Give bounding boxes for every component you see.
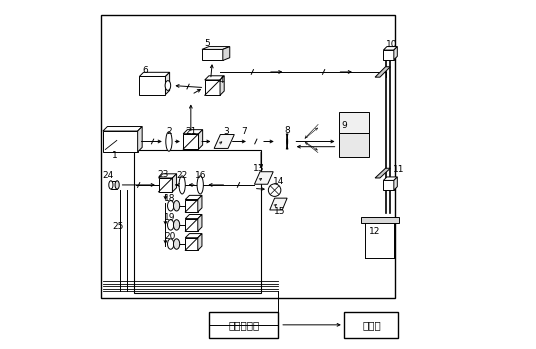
Text: 1: 1 bbox=[112, 151, 118, 160]
Polygon shape bbox=[185, 195, 202, 200]
Bar bbox=[103, 131, 138, 152]
Text: 7: 7 bbox=[241, 127, 247, 135]
Polygon shape bbox=[183, 130, 203, 134]
Ellipse shape bbox=[174, 239, 180, 249]
Text: 16: 16 bbox=[195, 171, 206, 180]
Text: 21: 21 bbox=[185, 127, 197, 135]
Text: 4: 4 bbox=[219, 76, 225, 85]
Polygon shape bbox=[202, 46, 230, 49]
Polygon shape bbox=[394, 177, 397, 190]
Text: 19: 19 bbox=[164, 213, 176, 222]
Polygon shape bbox=[255, 172, 273, 184]
Text: 14: 14 bbox=[273, 177, 285, 186]
Text: 18: 18 bbox=[164, 194, 176, 203]
Bar bbox=[205, 80, 220, 95]
Ellipse shape bbox=[165, 81, 170, 90]
Polygon shape bbox=[173, 174, 176, 192]
Polygon shape bbox=[383, 177, 397, 180]
Bar bbox=[383, 50, 394, 60]
Ellipse shape bbox=[168, 220, 174, 230]
Polygon shape bbox=[339, 112, 369, 133]
Bar bbox=[345, 312, 398, 338]
Bar bbox=[183, 134, 198, 149]
Circle shape bbox=[269, 184, 281, 196]
Ellipse shape bbox=[174, 220, 180, 230]
Ellipse shape bbox=[168, 239, 174, 249]
Polygon shape bbox=[270, 198, 287, 210]
Ellipse shape bbox=[115, 181, 119, 189]
Polygon shape bbox=[185, 215, 202, 218]
Polygon shape bbox=[375, 168, 390, 178]
Bar bbox=[185, 200, 198, 212]
Text: 9: 9 bbox=[341, 121, 347, 130]
Polygon shape bbox=[198, 215, 202, 231]
Polygon shape bbox=[394, 46, 397, 60]
Bar bbox=[209, 312, 278, 338]
Text: 5: 5 bbox=[204, 39, 210, 48]
Bar bbox=[361, 217, 399, 223]
Text: 计算机: 计算机 bbox=[362, 320, 381, 330]
Polygon shape bbox=[198, 130, 203, 149]
Text: 6: 6 bbox=[143, 66, 148, 75]
Text: 24: 24 bbox=[102, 171, 114, 180]
Bar bbox=[111, 181, 117, 189]
Bar bbox=[185, 238, 198, 250]
Text: 20: 20 bbox=[165, 232, 176, 241]
Polygon shape bbox=[159, 174, 176, 178]
Text: 15: 15 bbox=[274, 207, 286, 216]
Text: 25: 25 bbox=[112, 222, 123, 231]
Text: 22: 22 bbox=[176, 171, 188, 180]
Polygon shape bbox=[103, 127, 142, 131]
Bar bbox=[185, 218, 198, 231]
Polygon shape bbox=[383, 46, 397, 50]
Text: 8: 8 bbox=[284, 126, 290, 134]
Ellipse shape bbox=[179, 176, 185, 194]
Polygon shape bbox=[214, 134, 234, 148]
Bar bbox=[139, 76, 166, 95]
Polygon shape bbox=[198, 233, 202, 250]
Polygon shape bbox=[198, 195, 202, 212]
Bar bbox=[383, 180, 394, 190]
Bar bbox=[159, 178, 173, 192]
Text: 11: 11 bbox=[393, 165, 405, 174]
Polygon shape bbox=[138, 127, 142, 152]
Polygon shape bbox=[339, 133, 369, 157]
Text: 3: 3 bbox=[224, 127, 229, 135]
Text: 10: 10 bbox=[385, 40, 397, 49]
Polygon shape bbox=[223, 46, 230, 60]
Polygon shape bbox=[166, 72, 169, 95]
Ellipse shape bbox=[166, 132, 172, 151]
Ellipse shape bbox=[174, 201, 180, 211]
Polygon shape bbox=[185, 233, 202, 238]
Bar bbox=[101, 15, 395, 298]
Text: 2: 2 bbox=[166, 127, 172, 135]
Text: 信号处理板: 信号处理板 bbox=[228, 320, 259, 330]
Polygon shape bbox=[220, 76, 224, 95]
Text: 23: 23 bbox=[157, 170, 168, 179]
Polygon shape bbox=[205, 76, 224, 80]
Bar bbox=[202, 49, 223, 60]
Ellipse shape bbox=[109, 181, 113, 189]
Ellipse shape bbox=[197, 176, 203, 194]
Polygon shape bbox=[139, 72, 169, 76]
Bar bbox=[134, 150, 261, 293]
Text: 12: 12 bbox=[369, 227, 381, 236]
Polygon shape bbox=[375, 67, 390, 77]
Text: 13: 13 bbox=[252, 164, 264, 173]
Ellipse shape bbox=[168, 201, 174, 211]
